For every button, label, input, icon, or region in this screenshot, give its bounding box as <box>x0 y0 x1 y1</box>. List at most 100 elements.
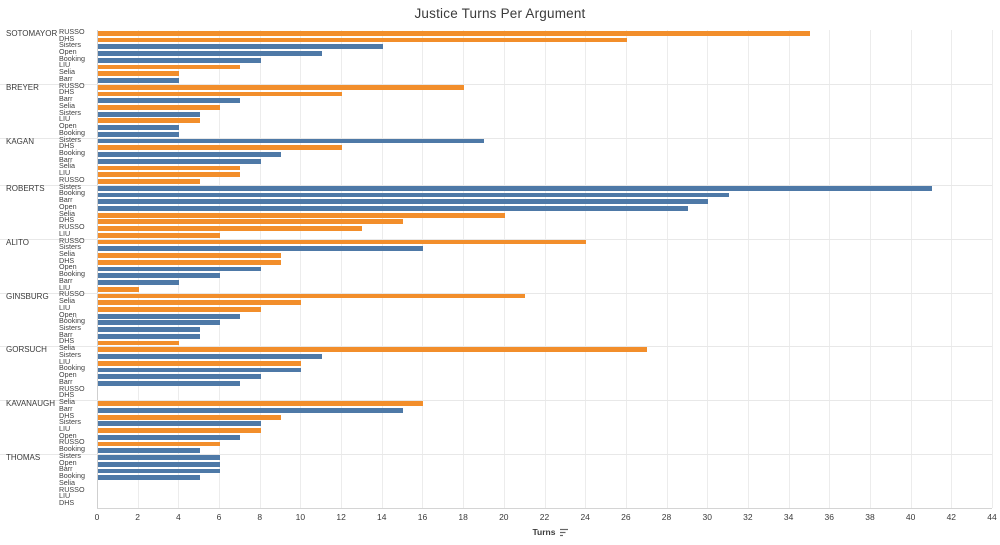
bar[interactable] <box>98 414 282 420</box>
bar[interactable] <box>98 293 526 299</box>
sort-icon[interactable] <box>559 528 570 537</box>
justice-label: ALITO <box>6 237 29 247</box>
chart-title: Justice Turns Per Argument <box>414 6 586 21</box>
bar[interactable] <box>98 327 200 332</box>
case-label: Barr <box>59 376 73 386</box>
case-label: Booking <box>59 53 85 63</box>
bar[interactable] <box>98 246 424 252</box>
bar[interactable] <box>98 192 729 198</box>
bar[interactable] <box>98 30 810 36</box>
bar[interactable] <box>98 273 221 279</box>
bar[interactable] <box>98 461 221 467</box>
case-label: Barr <box>59 94 73 104</box>
x-axis-title-label: Turns <box>532 527 556 537</box>
x-axis-tick-label: 14 <box>377 512 387 522</box>
bar[interactable] <box>98 286 139 292</box>
bar[interactable] <box>98 138 485 144</box>
case-label: LIU <box>59 491 71 501</box>
bar[interactable] <box>98 428 261 433</box>
bar[interactable] <box>98 340 180 346</box>
bar[interactable] <box>98 475 200 481</box>
bar[interactable] <box>98 354 322 359</box>
case-label: Open <box>59 430 77 440</box>
bar[interactable] <box>98 333 200 339</box>
case-label: Selia <box>59 248 75 258</box>
bar[interactable] <box>98 313 241 319</box>
bar[interactable] <box>98 44 383 50</box>
bar[interactable] <box>98 434 241 440</box>
bar[interactable] <box>98 165 241 171</box>
gridline <box>544 30 546 508</box>
x-axis-tick-label: 22 <box>539 512 550 522</box>
group-separator <box>0 184 992 186</box>
justice-label: SOTOMAYOR <box>6 29 58 38</box>
bar[interactable] <box>98 111 200 117</box>
bar[interactable] <box>98 51 322 56</box>
bar[interactable] <box>98 37 627 43</box>
case-label: Booking <box>59 444 85 454</box>
bar[interactable] <box>98 71 180 77</box>
bar[interactable] <box>98 98 241 104</box>
group-separator <box>0 83 992 85</box>
justice-label: KAGAN <box>6 136 35 146</box>
case-label: Sisters <box>59 450 81 460</box>
bar[interactable] <box>98 91 343 97</box>
case-label: Open <box>59 121 77 131</box>
bar[interactable] <box>98 306 261 312</box>
bar[interactable] <box>98 367 302 373</box>
bar[interactable] <box>98 179 200 184</box>
bar[interactable] <box>98 232 221 238</box>
x-axis-tick-label: 28 <box>661 512 672 522</box>
bar[interactable] <box>98 57 261 63</box>
bar[interactable] <box>98 118 200 124</box>
bar[interactable] <box>98 131 180 137</box>
bar[interactable] <box>98 125 180 131</box>
bar[interactable] <box>98 320 221 326</box>
gridline <box>788 30 790 508</box>
bar[interactable] <box>98 266 261 272</box>
bar[interactable] <box>98 347 648 353</box>
bar[interactable] <box>98 455 221 460</box>
bar[interactable] <box>98 407 404 413</box>
x-axis-tick-label: 42 <box>946 512 957 522</box>
case-label: LIU <box>59 114 71 124</box>
bar[interactable] <box>98 421 261 427</box>
case-label: Barr <box>59 403 73 413</box>
x-axis-tick-label: 12 <box>336 512 346 522</box>
bar[interactable] <box>98 212 505 218</box>
bar[interactable] <box>98 199 709 205</box>
x-axis-tick-label: 10 <box>295 512 306 522</box>
case-label: Booking <box>59 147 85 157</box>
bar[interactable] <box>98 64 241 70</box>
bar[interactable] <box>98 152 282 157</box>
bar[interactable] <box>98 381 241 386</box>
bar[interactable] <box>98 78 180 83</box>
bar[interactable] <box>98 185 932 191</box>
bar[interactable] <box>98 105 221 110</box>
bar[interactable] <box>98 401 424 407</box>
bar[interactable] <box>98 441 221 447</box>
bar[interactable] <box>98 172 241 178</box>
bar[interactable] <box>98 300 302 306</box>
bar[interactable] <box>98 468 221 474</box>
bar[interactable] <box>98 84 465 90</box>
gridline <box>300 30 302 508</box>
bar[interactable] <box>98 206 688 211</box>
bar[interactable] <box>98 158 261 164</box>
bar[interactable] <box>98 360 302 366</box>
x-axis-tick-label: 40 <box>905 512 916 522</box>
case-label: Open <box>59 46 77 56</box>
bar[interactable] <box>98 374 261 380</box>
bar[interactable] <box>98 253 282 258</box>
case-label: DHS <box>59 498 75 508</box>
bar[interactable] <box>98 219 404 225</box>
bar[interactable] <box>98 448 200 454</box>
bar[interactable] <box>98 226 363 231</box>
bar[interactable] <box>98 145 343 151</box>
x-axis-title: Turns <box>533 527 571 537</box>
case-label: LIU <box>59 302 71 312</box>
bar[interactable] <box>98 259 282 265</box>
case-label: DHS <box>59 87 75 97</box>
bar[interactable] <box>98 280 180 285</box>
bar[interactable] <box>98 239 587 245</box>
